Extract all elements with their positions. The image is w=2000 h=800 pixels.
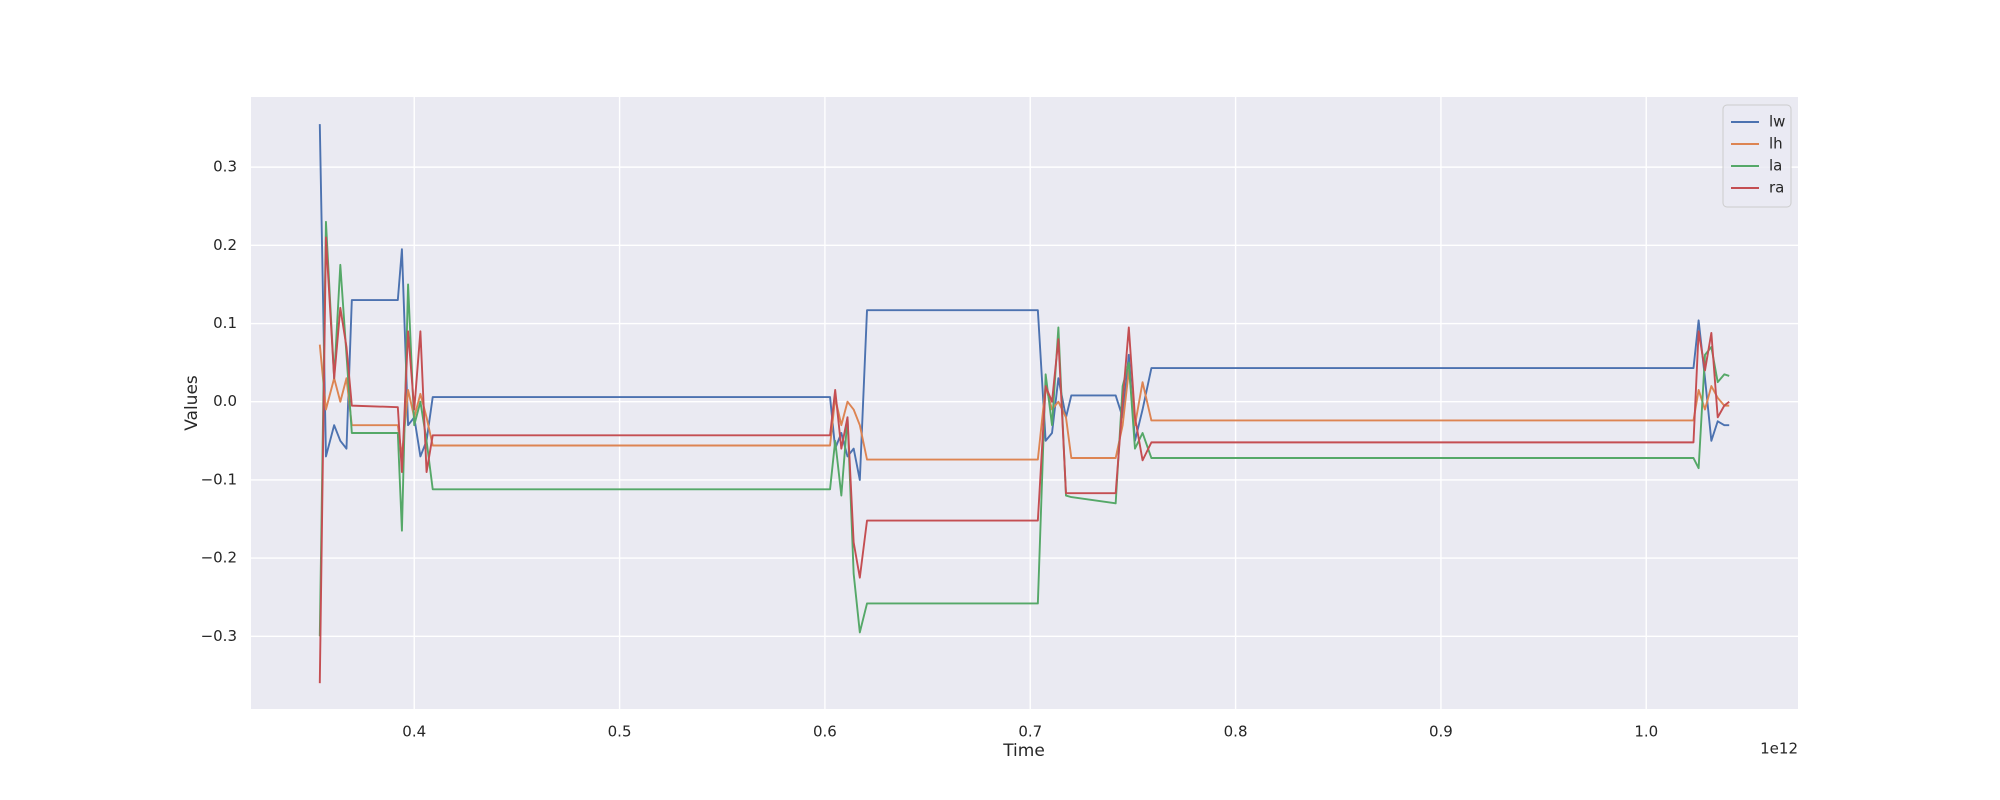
x-axis-label: Time <box>1002 741 1045 761</box>
legend-label: ra <box>1769 179 1784 197</box>
plot-area <box>251 97 1798 709</box>
y-tick-label: 0.2 <box>213 236 237 254</box>
legend-label: lh <box>1769 135 1783 153</box>
series-line <box>318 124 1730 481</box>
legend-label: la <box>1769 157 1782 175</box>
legend-label: lw <box>1769 113 1785 131</box>
y-tick-label: 0.0 <box>213 392 237 410</box>
y-tick-label: 0.1 <box>213 314 237 332</box>
x-tick-label: 1.0 <box>1634 723 1658 741</box>
series-line <box>318 220 1730 637</box>
legend-box <box>1722 104 1792 208</box>
y-tick-label: −0.1 <box>201 470 237 488</box>
x-tick-label: 0.5 <box>608 723 632 741</box>
y-tick-label: −0.2 <box>201 549 237 567</box>
x-tick-label: 0.9 <box>1429 723 1453 741</box>
y-axis-label: Values <box>182 375 202 431</box>
y-tick-label: −0.3 <box>201 627 237 645</box>
x-tick-label: 0.8 <box>1224 723 1248 741</box>
x-tick-label: 0.6 <box>813 723 837 741</box>
series-line <box>318 236 1730 684</box>
x-tick-label: 0.7 <box>1018 723 1042 741</box>
x-offset-text: 1e12 <box>1760 740 1798 758</box>
legend: lw lh la ra <box>1722 104 1792 208</box>
x-tick-label: 0.4 <box>402 723 426 741</box>
y-tick-label: 0.3 <box>213 158 237 176</box>
